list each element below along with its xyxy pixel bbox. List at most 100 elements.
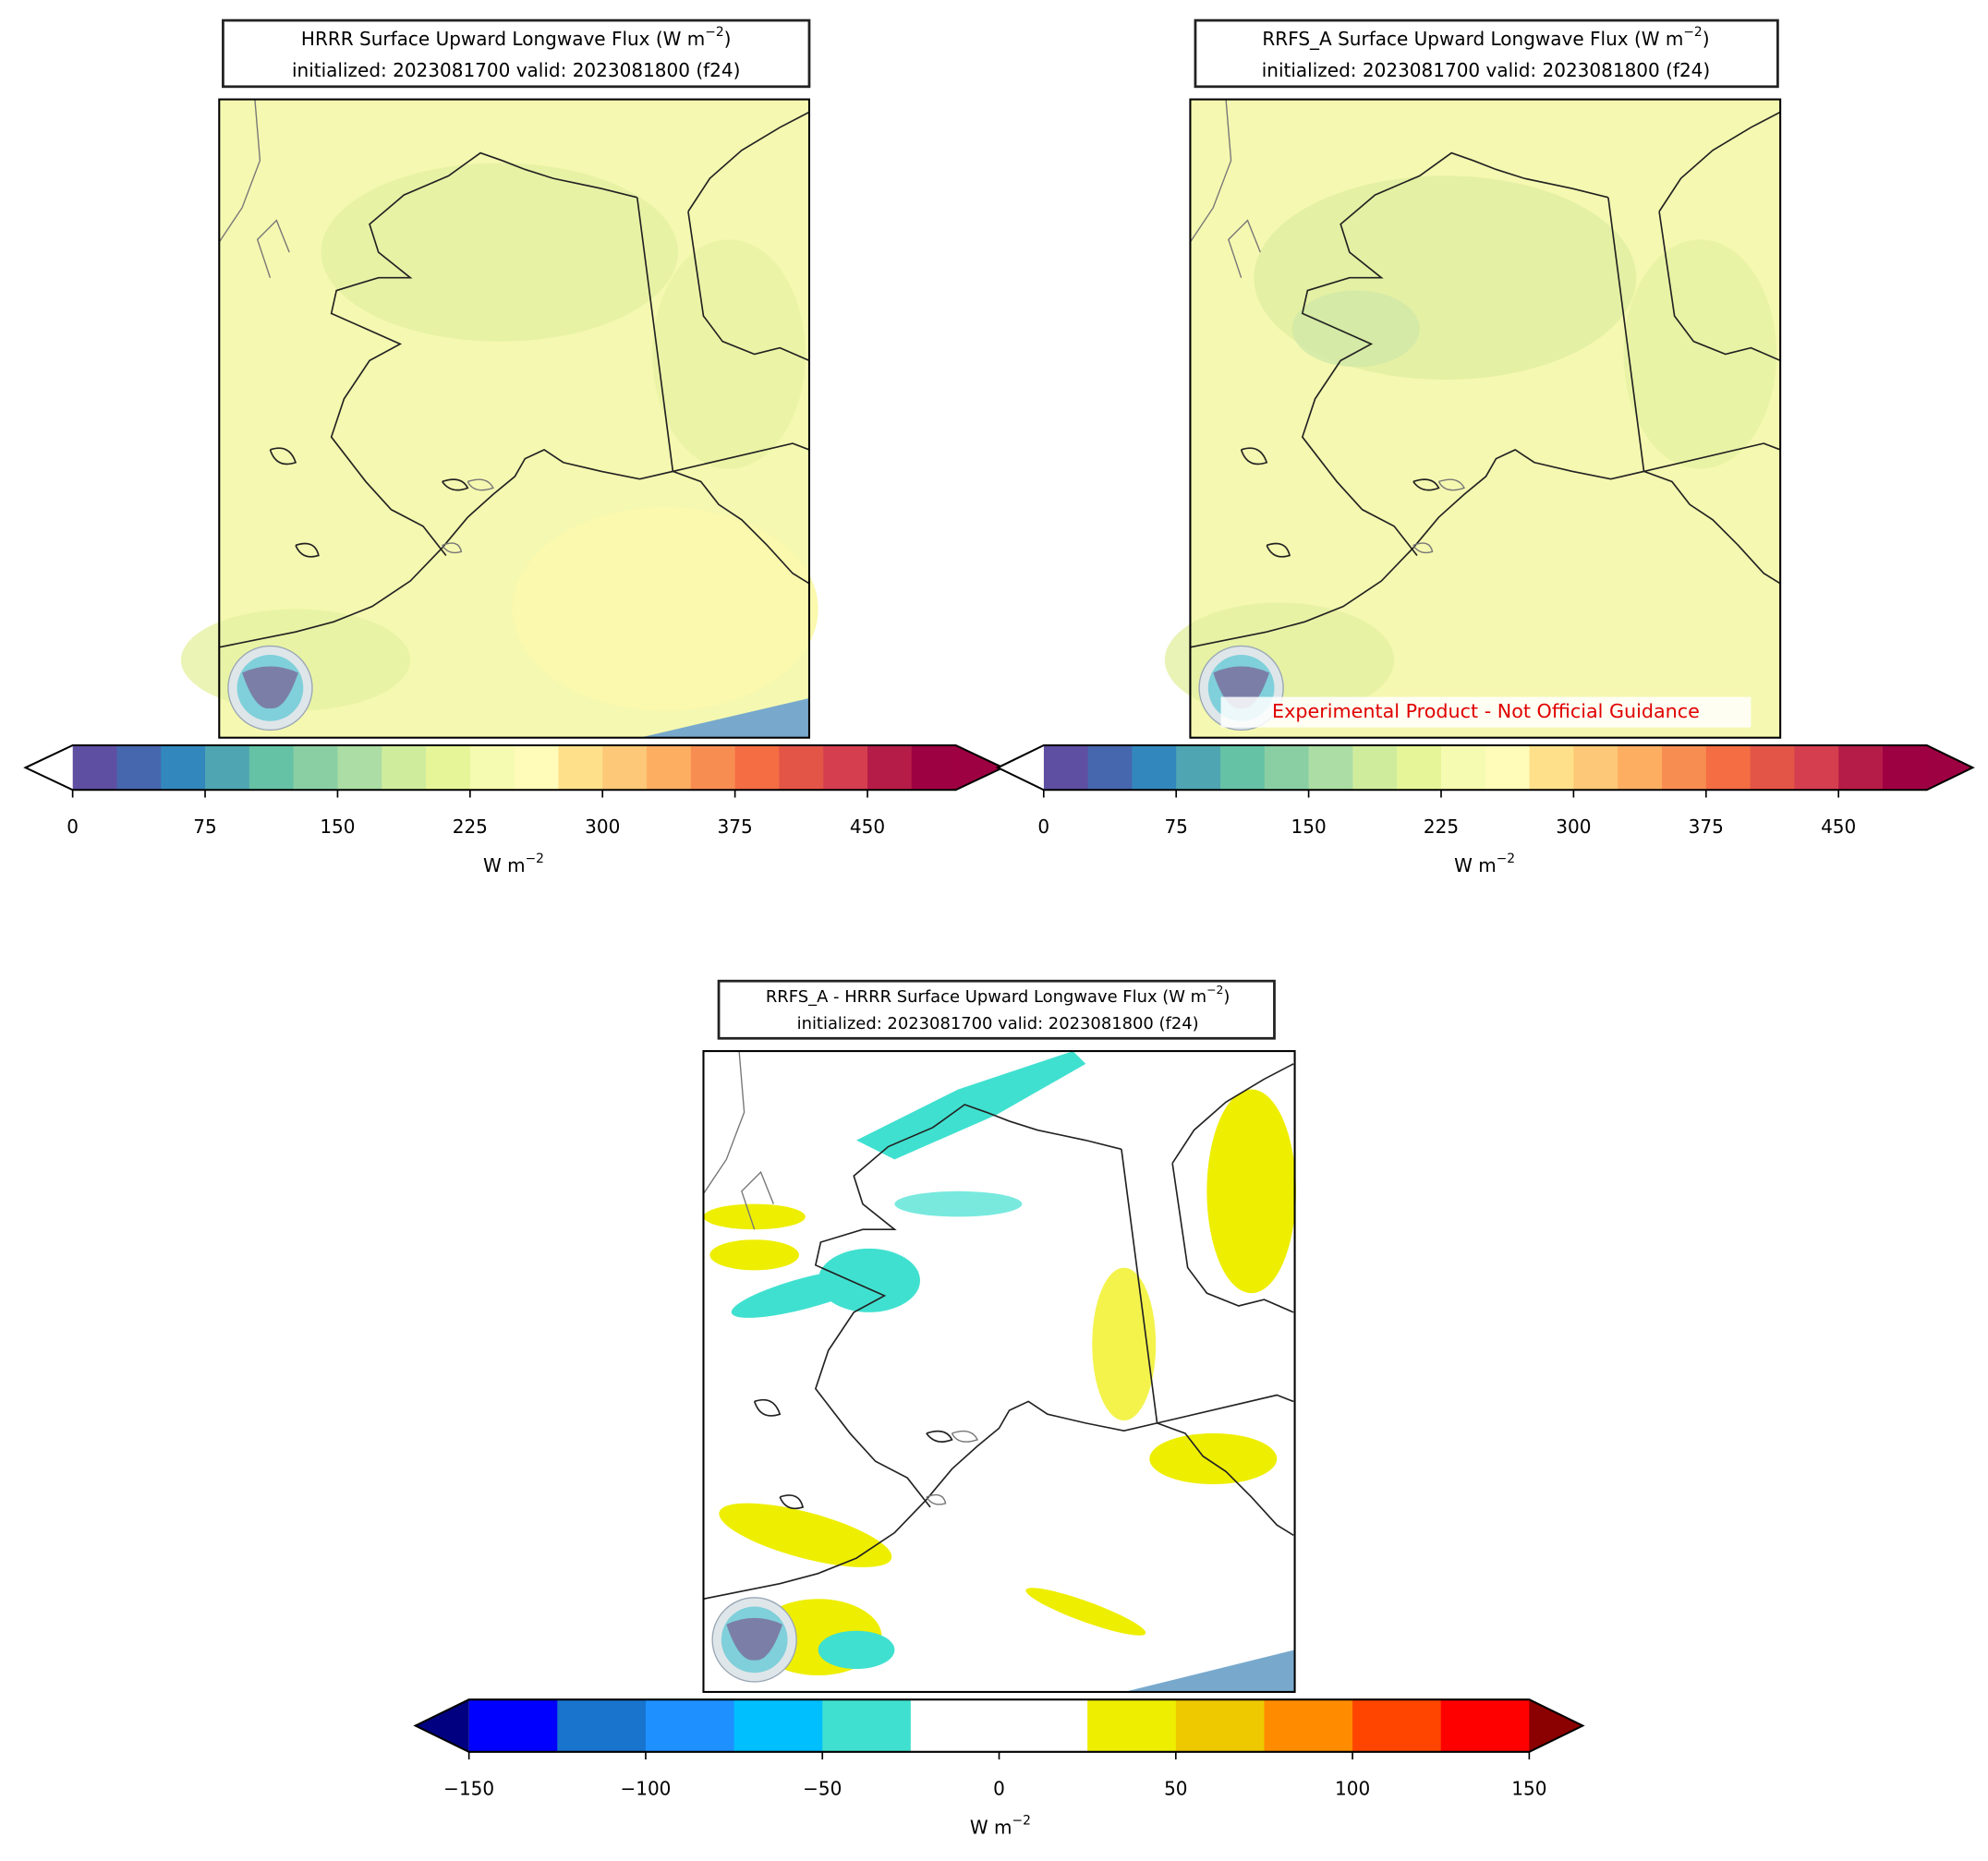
colorbar-tick-label: 150 xyxy=(1511,1778,1546,1800)
colorbar-tick-label: 0 xyxy=(1037,816,1049,838)
panel-title: HRRR Surface Upward Longwave Flux (W m−2… xyxy=(301,25,732,50)
colorbar-outline xyxy=(23,743,1006,792)
colorbar-segment xyxy=(645,1699,735,1752)
colorbar-segment xyxy=(248,744,295,791)
colorbar-segment xyxy=(1175,1699,1266,1752)
colorbar-tick-label: 75 xyxy=(1164,816,1187,838)
colorbar-segment xyxy=(779,744,824,791)
colorbar-segment xyxy=(426,744,471,791)
panel-title: RRFS_A - HRRR Surface Upward Longwave Fl… xyxy=(766,983,1230,1007)
colorbar-segment xyxy=(647,744,692,791)
panel-title: RRFS_A Surface Upward Longwave Flux (W m… xyxy=(1262,25,1709,50)
colorbar-segment xyxy=(1132,744,1177,791)
colorbar-tick-label: 0 xyxy=(993,1778,1005,1800)
colorbar-segment xyxy=(1750,744,1796,791)
colorbar-tick-label: 375 xyxy=(718,816,753,838)
colorbar-segment xyxy=(1618,744,1663,791)
map xyxy=(702,1050,1296,1693)
colorbar-extend-max xyxy=(1529,1699,1583,1752)
colorbar-tick-label: 450 xyxy=(1821,816,1856,838)
colorbar-segment xyxy=(1043,744,1089,791)
title-closing: ) xyxy=(1703,27,1710,49)
title-box xyxy=(1194,18,1779,89)
colorbar-segment xyxy=(999,1699,1088,1752)
colorbar-label-superscript: −2 xyxy=(1012,1814,1031,1829)
colorbar-segment xyxy=(910,1699,1000,1752)
colorbar-segment xyxy=(337,744,382,791)
colorbar-extend-max xyxy=(1926,744,1973,791)
title-superscript: −2 xyxy=(705,25,723,40)
colorbar-segment xyxy=(1882,744,1928,791)
colorbar-segment xyxy=(1087,1699,1177,1752)
colorbar-tick-label: −100 xyxy=(620,1778,671,1800)
colorbar-tick-label: 150 xyxy=(320,816,355,838)
title-closing: ) xyxy=(1223,987,1230,1007)
colorbar-tick-label: 225 xyxy=(1424,816,1459,838)
annotation: Experimental Product - Not Official Guid… xyxy=(1272,700,1700,722)
colorbar-segment xyxy=(1573,744,1618,791)
colorbar-label: W m−2 xyxy=(483,852,544,876)
colorbar-label-superscript: −2 xyxy=(526,852,544,866)
colorbar-segment xyxy=(1485,744,1531,791)
title-box xyxy=(222,18,811,89)
colorbar-segment xyxy=(867,744,913,791)
map xyxy=(1164,98,1782,739)
colorbar-segment xyxy=(1705,744,1752,791)
colorbar-tick-label: 375 xyxy=(1689,816,1724,838)
colorbar-label-text: W m xyxy=(1454,854,1497,876)
title-superscript: −2 xyxy=(1206,983,1223,997)
colorbar-label: W m−2 xyxy=(1454,852,1515,876)
colorbar-segment xyxy=(1397,744,1442,791)
colorbar-segment xyxy=(1087,744,1133,791)
colorbar-tick-label: 75 xyxy=(193,816,216,838)
colorbar-segment xyxy=(557,1699,647,1752)
colorbar-extend-min xyxy=(415,1699,469,1752)
colorbar-segment xyxy=(1308,744,1354,791)
colorbar-tick-label: −50 xyxy=(803,1778,842,1800)
colorbar-segment xyxy=(733,1699,823,1752)
panel-subtitle: initialized: 2023081700 valid: 202308180… xyxy=(797,1014,1199,1033)
colorbar-segment xyxy=(1838,744,1884,791)
annotation-box xyxy=(1220,696,1752,728)
colorbar-segment xyxy=(1794,744,1839,791)
colorbar-segment xyxy=(734,744,781,791)
title-text: HRRR Surface Upward Longwave Flux (W m xyxy=(301,27,705,49)
colorbar-label-text: W m xyxy=(483,854,526,876)
colorbar-segment xyxy=(514,744,560,791)
colorbar-segment xyxy=(1352,1699,1442,1752)
colorbar-segment xyxy=(1264,1699,1353,1752)
colorbar-segment xyxy=(1529,744,1575,791)
colorbar-segment xyxy=(823,744,868,791)
map xyxy=(180,98,818,739)
colorbar-segment xyxy=(1440,744,1486,791)
colorbar-tick-label: 50 xyxy=(1164,1778,1187,1800)
title-text: RRFS_A Surface Upward Longwave Flux (W m xyxy=(1262,27,1683,49)
colorbar-tick-label: 300 xyxy=(1556,816,1591,838)
colorbar-tick-label: −150 xyxy=(443,1778,494,1800)
colorbar-segment xyxy=(1661,744,1707,791)
title-closing: ) xyxy=(724,27,732,49)
colorbar-segment xyxy=(822,1699,912,1752)
colorbar-segment xyxy=(911,744,957,791)
colorbar-segment xyxy=(1264,744,1310,791)
colorbar-segment xyxy=(1176,744,1221,791)
colorbar-label-superscript: −2 xyxy=(1497,852,1515,866)
colorbar-label: W m−2 xyxy=(970,1814,1031,1839)
colorbar-extend-max xyxy=(955,744,1003,791)
colorbar-segment xyxy=(602,744,648,791)
colorbar-tick-label: 0 xyxy=(67,816,79,838)
colorbar-tick-label: 225 xyxy=(453,816,488,838)
title-text: RRFS_A - HRRR Surface Upward Longwave Fl… xyxy=(766,987,1206,1007)
colorbar-segment xyxy=(72,744,118,791)
panel-subtitle: initialized: 2023081700 valid: 202308180… xyxy=(292,59,740,81)
colorbar-extend-min xyxy=(998,744,1044,791)
colorbar-segment xyxy=(468,1699,558,1752)
colorbar-segment xyxy=(469,744,515,791)
colorbar-segment xyxy=(205,744,250,791)
colorbar-segment xyxy=(690,744,736,791)
colorbar-segment xyxy=(293,744,339,791)
colorbar-tick-label: 450 xyxy=(850,816,885,838)
colorbar-tick-label: 100 xyxy=(1335,1778,1370,1800)
title-superscript: −2 xyxy=(1683,25,1702,40)
